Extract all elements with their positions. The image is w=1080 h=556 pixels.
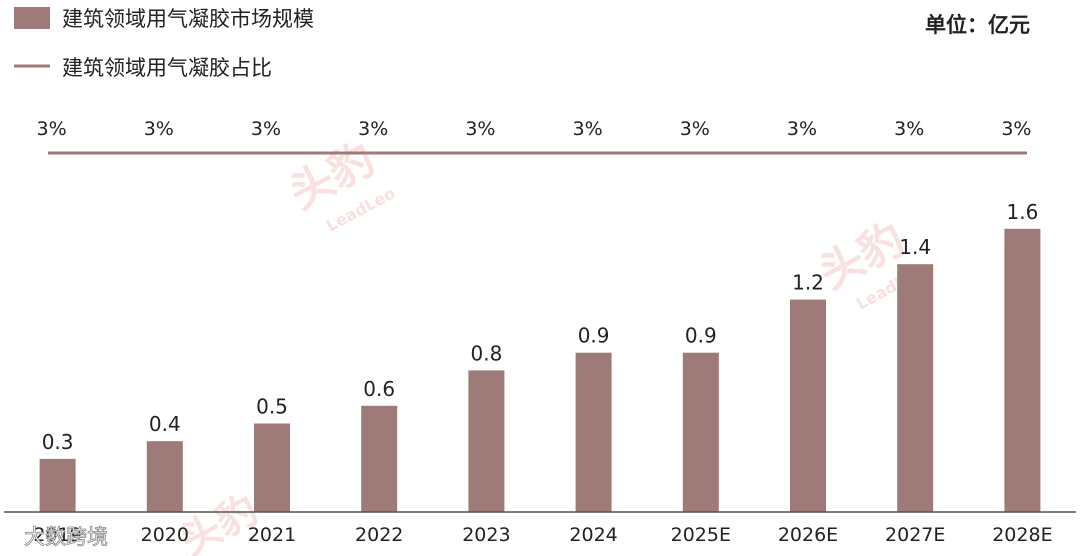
- legend-bar-label: 建筑领域用气凝胶市场规模: [62, 7, 314, 31]
- bar-2025E: [682, 352, 719, 512]
- bar-2023: [468, 370, 505, 512]
- bar-2019: [39, 458, 76, 512]
- x-tick-label: 2023: [462, 524, 510, 546]
- share-data-label: 3%: [358, 118, 388, 140]
- x-tick-label: 2027E: [885, 524, 945, 546]
- bar-data-label: 0.8: [470, 341, 502, 365]
- bar-data-label: 1.6: [1006, 200, 1038, 224]
- bar-2026E: [790, 299, 826, 512]
- bar-data-label: 0.9: [578, 324, 610, 348]
- share-data-label: 3%: [573, 118, 603, 140]
- bar-2020: [146, 441, 183, 512]
- bar-2028E: [1004, 228, 1041, 513]
- x-tick-label: 2028E: [992, 524, 1052, 546]
- share-data-label: 3%: [37, 118, 67, 140]
- bar-data-label: 1.2: [792, 271, 824, 295]
- share-data-label: 3%: [1001, 118, 1031, 140]
- x-tick-label: 2019: [33, 524, 81, 546]
- x-axis-ticks: 2019 2020 2021 2022 2023 2024 2025E 2026E 2027E 2…: [33, 524, 1052, 546]
- bar-series: 0.3 0.4 0.5 0.6 0.8 0.9 0.9 1.2 1.4 1.6: [39, 200, 1041, 513]
- bar-data-label: 0.4: [149, 412, 181, 436]
- bar-data-label: 0.5: [256, 395, 288, 419]
- bar-data-label: 0.3: [42, 430, 74, 454]
- share-data-label: 3%: [144, 118, 174, 140]
- bar-2027E: [897, 264, 934, 512]
- bar-2022: [361, 405, 398, 512]
- bar-data-label: 0.9: [685, 324, 717, 348]
- legend-line-label: 建筑领域用气凝胶占比: [62, 56, 272, 80]
- x-tick-label: 2021: [248, 524, 296, 546]
- source-watermark: 大数跨境: [24, 525, 109, 550]
- source-watermark-text: 大数跨境: [24, 525, 108, 549]
- bar-data-label: 1.4: [899, 235, 931, 259]
- share-data-label: 3%: [680, 118, 710, 140]
- x-tick-label: 2026E: [778, 524, 838, 546]
- bar-2021: [254, 423, 290, 512]
- share-data-label: 3%: [787, 118, 817, 140]
- unit-label: 单位：亿元: [925, 13, 1030, 37]
- x-tick-label: 2025E: [671, 524, 731, 546]
- legend-bar-swatch: [14, 7, 50, 29]
- share-line-series: 3% 3% 3% 3% 3% 3% 3% 3% 3% 3%: [37, 118, 1031, 155]
- bar-2024: [575, 352, 612, 512]
- bar-data-label: 0.6: [363, 377, 395, 401]
- x-tick-label: 2020: [141, 524, 189, 546]
- share-data-label: 3%: [465, 118, 495, 140]
- x-tick-label: 2022: [355, 524, 403, 546]
- legend: 建筑领域用气凝胶市场规模 建筑领域用气凝胶占比: [14, 7, 314, 80]
- share-data-label: 3%: [894, 118, 924, 140]
- x-tick-label: 2024: [569, 524, 617, 546]
- share-data-label: 3%: [251, 118, 281, 140]
